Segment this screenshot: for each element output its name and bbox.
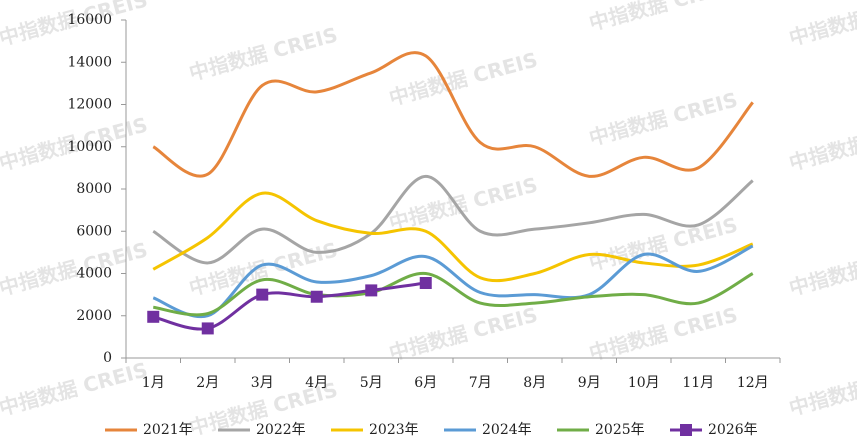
legend-label: 2023年 <box>369 422 419 438</box>
marker <box>147 310 160 323</box>
series-line <box>153 271 754 317</box>
y-tick-label: 8000 <box>76 181 112 197</box>
watermark: 中指数据 CREIS <box>387 302 541 365</box>
marker <box>310 290 323 303</box>
y-tick-label: 12000 <box>67 97 112 113</box>
series-line <box>152 191 754 283</box>
x-tick-label: 2月 <box>196 375 219 391</box>
y-tick-label: 2000 <box>76 308 112 324</box>
watermark: 中指数据 CREIS <box>787 112 857 175</box>
x-tick-label: 9月 <box>578 375 601 391</box>
watermark: 中指数据 CREIS <box>787 0 857 50</box>
x-tick-label: 10月 <box>628 375 660 391</box>
watermark: 中指数据 CREIS <box>587 0 741 35</box>
legend-label: 2026年 <box>708 422 758 438</box>
x-tick-label: 8月 <box>523 375 546 391</box>
x-tick-label: 3月 <box>251 375 274 391</box>
marker <box>365 284 378 297</box>
y-tick-label: 14000 <box>67 54 112 70</box>
watermark: 中指数据 CREIS <box>387 47 541 110</box>
legend-label: 2024年 <box>482 422 532 438</box>
watermark: 中指数据 CREIS <box>0 357 150 420</box>
series-line <box>152 174 754 265</box>
x-tick-label: 7月 <box>469 375 492 391</box>
marker <box>256 288 269 301</box>
x-tick-label: 6月 <box>414 375 437 391</box>
x-tick-label: 4月 <box>305 375 328 391</box>
series-line <box>152 244 754 319</box>
watermark: 中指数据 CREIS <box>787 237 857 300</box>
watermark: 中指数据 CREIS <box>587 87 741 150</box>
watermark: 中指数据 CREIS <box>787 357 857 420</box>
marker <box>419 277 432 290</box>
legend-label: 2025年 <box>595 422 645 438</box>
y-tick-label: 10000 <box>67 139 112 155</box>
y-tick-label: 16000 <box>67 12 112 28</box>
x-tick-label: 12月 <box>737 375 769 391</box>
legend-marker <box>680 424 692 436</box>
x-tick-label: 5月 <box>360 375 383 391</box>
x-tick-label: 1月 <box>142 375 165 391</box>
y-tick-label: 4000 <box>76 266 112 282</box>
series-line <box>152 51 754 178</box>
watermark: 中指数据 CREIS <box>187 22 341 85</box>
watermark: 中指数据 CREIS <box>0 237 150 300</box>
y-tick-label: 6000 <box>76 223 112 239</box>
marker <box>201 322 214 335</box>
legend-label: 2022年 <box>256 422 306 438</box>
watermark: 中指数据 CREIS <box>587 302 741 365</box>
y-tick-label: 0 <box>103 350 112 366</box>
watermark: 中指数据 CREIS <box>387 172 541 235</box>
legend-label: 2021年 <box>143 422 193 438</box>
x-tick-label: 11月 <box>682 375 714 391</box>
